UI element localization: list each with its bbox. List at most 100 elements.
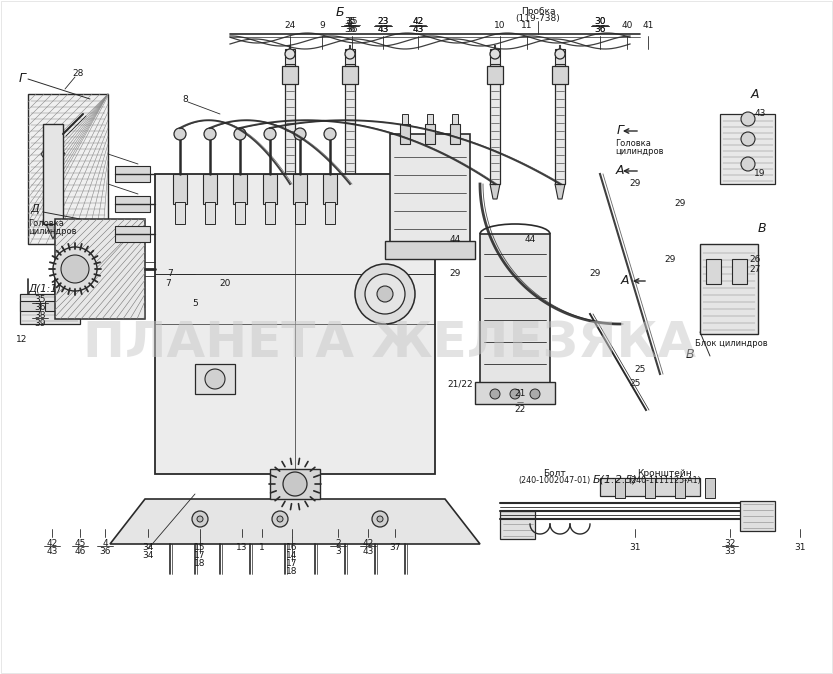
Text: 46: 46	[74, 547, 86, 555]
Bar	[345, 49, 355, 64]
Text: 42: 42	[412, 18, 424, 26]
Text: 34: 34	[142, 551, 153, 561]
Bar	[425, 124, 435, 144]
Text: 15: 15	[194, 543, 206, 551]
Bar	[115, 226, 150, 242]
Text: 40: 40	[621, 22, 633, 30]
Text: 42: 42	[47, 539, 57, 547]
Text: 43: 43	[47, 547, 57, 555]
Bar	[173, 174, 187, 204]
Bar	[385, 241, 475, 259]
Text: 35: 35	[344, 18, 356, 26]
Text: 38: 38	[34, 311, 46, 319]
Bar	[265, 202, 275, 224]
Circle shape	[490, 389, 500, 399]
Text: 17: 17	[287, 559, 297, 568]
Bar	[20, 301, 40, 311]
Bar	[155, 174, 435, 474]
Text: 43: 43	[377, 26, 389, 34]
Bar	[675, 478, 685, 498]
Text: 35: 35	[347, 18, 357, 26]
Text: Б(1:2.5): Б(1:2.5)	[592, 474, 637, 484]
Text: 21: 21	[514, 390, 526, 398]
Bar	[233, 174, 247, 204]
Bar	[490, 64, 500, 184]
Text: 23: 23	[377, 18, 389, 26]
Text: 41: 41	[642, 22, 654, 30]
Polygon shape	[41, 146, 65, 162]
Text: (240-1002047-01): (240-1002047-01)	[519, 477, 591, 485]
Bar	[235, 202, 245, 224]
Text: 43: 43	[412, 26, 424, 34]
Text: 36: 36	[594, 26, 606, 34]
Bar	[323, 174, 337, 204]
Text: 13: 13	[237, 543, 247, 551]
Text: 29: 29	[674, 200, 686, 208]
Bar	[720, 114, 775, 184]
Polygon shape	[46, 224, 60, 239]
Text: 16: 16	[287, 543, 297, 551]
Bar	[480, 234, 550, 384]
Circle shape	[264, 128, 276, 140]
Text: 12: 12	[17, 334, 27, 344]
Text: 23: 23	[377, 18, 389, 26]
Circle shape	[192, 511, 208, 527]
Bar	[427, 114, 433, 124]
Circle shape	[53, 247, 97, 291]
Text: 29: 29	[589, 270, 601, 278]
Text: (240-1111125-А1): (240-1111125-А1)	[629, 477, 701, 485]
Text: 43: 43	[755, 109, 766, 119]
Text: Д(1:1): Д(1:1)	[28, 284, 62, 294]
Circle shape	[234, 128, 246, 140]
Bar	[600, 478, 700, 496]
Text: 2: 2	[335, 539, 341, 547]
Bar	[263, 174, 277, 204]
Text: 44: 44	[525, 235, 536, 243]
Circle shape	[294, 128, 306, 140]
Bar	[55, 219, 145, 319]
Bar	[285, 49, 295, 64]
Bar	[740, 501, 775, 531]
Text: А: А	[616, 164, 624, 177]
Bar	[282, 66, 298, 84]
Circle shape	[741, 157, 755, 171]
Polygon shape	[110, 499, 480, 544]
Circle shape	[205, 369, 225, 389]
Circle shape	[285, 49, 295, 59]
Circle shape	[510, 389, 520, 399]
Text: Д: Д	[31, 204, 39, 214]
Circle shape	[490, 49, 500, 59]
Circle shape	[355, 264, 415, 324]
Polygon shape	[490, 184, 500, 199]
Text: 9: 9	[319, 22, 325, 30]
Bar	[205, 202, 215, 224]
Circle shape	[277, 516, 283, 522]
Text: А: А	[751, 88, 759, 100]
Bar	[645, 478, 655, 498]
Text: 25: 25	[629, 379, 641, 388]
Text: 42: 42	[412, 18, 424, 26]
Text: 18: 18	[287, 567, 297, 576]
Text: 34: 34	[142, 543, 153, 551]
Polygon shape	[285, 184, 295, 199]
Bar	[115, 166, 150, 182]
Text: (119-738): (119-738)	[516, 13, 561, 22]
Bar	[555, 64, 565, 184]
Text: Блок цилиндров: Блок цилиндров	[695, 340, 768, 348]
Text: 21/22: 21/22	[447, 379, 473, 388]
Bar	[555, 49, 565, 64]
Bar	[732, 259, 747, 284]
Text: 31: 31	[794, 543, 806, 551]
Text: цилиндров: цилиндров	[615, 148, 664, 156]
Circle shape	[283, 472, 307, 496]
Circle shape	[377, 516, 383, 522]
Text: В: В	[686, 348, 695, 361]
Bar	[452, 114, 458, 124]
Text: 43: 43	[377, 26, 389, 34]
Text: 19: 19	[754, 169, 766, 179]
Text: —: —	[516, 399, 523, 405]
Circle shape	[174, 128, 186, 140]
Bar	[293, 174, 307, 204]
Text: 28: 28	[72, 69, 83, 78]
Text: 43: 43	[412, 26, 424, 34]
